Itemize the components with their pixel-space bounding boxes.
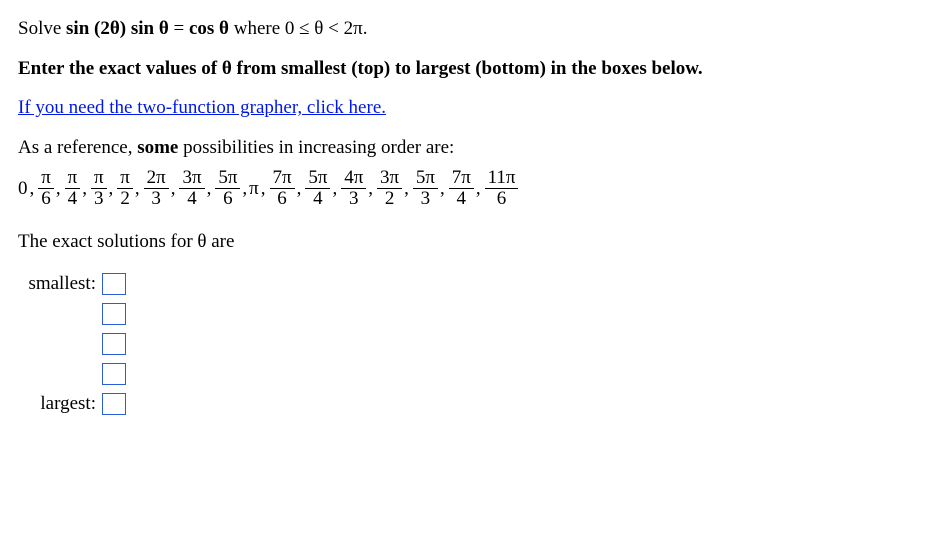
separator: , <box>82 164 89 213</box>
instruction-text: Enter the exact values of θ from smalles… <box>18 56 912 82</box>
fraction-denominator: 3 <box>91 189 107 209</box>
reference-item: π <box>249 164 261 213</box>
grapher-link-line: If you need the two-function grapher, cl… <box>18 95 912 121</box>
reference-list: 0, π6, π4, π3, π2, 2π3, 3π4, 5π6, π, 7π6… <box>18 163 912 213</box>
reference-fraction: 5π4 <box>303 168 332 209</box>
reference-fraction: 4π3 <box>339 168 368 209</box>
separator: , <box>297 164 304 213</box>
fraction-denominator: 3 <box>341 189 366 209</box>
fraction-denominator: 4 <box>305 189 330 209</box>
fraction-denominator: 6 <box>38 189 54 209</box>
answer-row: largest: <box>18 389 912 419</box>
fraction-numerator: 5π <box>413 168 438 189</box>
fraction-denominator: 3 <box>144 189 169 209</box>
fraction-numerator: 7π <box>270 168 295 189</box>
reference-intro: As a reference, some possibilities in in… <box>18 135 912 161</box>
fraction-numerator: 7π <box>449 168 474 189</box>
reference-fraction: π6 <box>36 168 56 209</box>
fraction-denominator: 6 <box>215 189 240 209</box>
equation-mid: = <box>169 18 189 39</box>
fraction-numerator: 5π <box>215 168 240 189</box>
separator: , <box>368 164 375 213</box>
reference-fraction: π4 <box>63 168 83 209</box>
answer-input-1[interactable] <box>102 273 126 295</box>
separator: , <box>261 164 268 213</box>
fraction-numerator: 5π <box>305 168 330 189</box>
fraction-numerator: 2π <box>144 168 169 189</box>
separator: , <box>332 164 339 213</box>
fraction-denominator: 2 <box>377 189 402 209</box>
reference-fraction: 5π6 <box>213 168 242 209</box>
reference-fraction: 7π4 <box>447 168 476 209</box>
fraction-denominator: 6 <box>270 189 295 209</box>
fraction-denominator: 4 <box>449 189 474 209</box>
separator: , <box>476 164 483 213</box>
separator: , <box>404 164 411 213</box>
fraction-denominator: 3 <box>413 189 438 209</box>
fraction-denominator: 4 <box>65 189 81 209</box>
reference-fraction: 7π6 <box>268 168 297 209</box>
answer-row <box>18 359 912 389</box>
fraction-numerator: 4π <box>341 168 366 189</box>
fraction-numerator: 11π <box>485 168 519 189</box>
reference-fraction: 3π2 <box>375 168 404 209</box>
reference-fraction: π3 <box>89 168 109 209</box>
reference-intro-post: possibilities in increasing order are: <box>178 137 454 158</box>
separator: , <box>207 164 214 213</box>
problem-prefix: Solve <box>18 18 66 39</box>
reference-fraction: 2π3 <box>142 168 171 209</box>
equation-rhs: cos θ <box>189 18 229 39</box>
reference-fraction: 3π4 <box>177 168 206 209</box>
separator: , <box>30 164 37 213</box>
answer-row <box>18 299 912 329</box>
equation-lhs: sin (2θ) sin θ <box>66 18 169 39</box>
answer-row <box>18 329 912 359</box>
problem-domain: where 0 ≤ θ < 2π. <box>229 18 368 39</box>
answer-section: smallest: largest: <box>18 269 912 419</box>
separator: , <box>135 164 142 213</box>
fraction-denominator: 6 <box>485 189 519 209</box>
grapher-link[interactable]: If you need the two-function grapher, cl… <box>18 97 386 118</box>
reference-fraction: π2 <box>115 168 135 209</box>
separator: , <box>109 164 116 213</box>
separator: , <box>56 164 63 213</box>
answer-input-2[interactable] <box>102 303 126 325</box>
reference-intro-pre: As a reference, <box>18 137 137 158</box>
answer-label-largest: largest: <box>18 393 102 415</box>
problem-statement: Solve sin (2θ) sin θ = cos θ where 0 ≤ θ… <box>18 16 912 42</box>
reference-fraction: 5π3 <box>411 168 440 209</box>
answer-input-5[interactable] <box>102 393 126 415</box>
reference-intro-bold: some <box>137 137 178 158</box>
answer-label-smallest: smallest: <box>18 273 102 295</box>
fraction-numerator: 3π <box>377 168 402 189</box>
answer-row: smallest: <box>18 269 912 299</box>
fraction-denominator: 2 <box>117 189 133 209</box>
separator: , <box>440 164 447 213</box>
separator: , <box>242 164 249 213</box>
solutions-prompt: The exact solutions for θ are <box>18 229 912 255</box>
reference-item: 0 <box>18 164 30 213</box>
fraction-numerator: π <box>117 168 133 189</box>
fraction-numerator: 3π <box>179 168 204 189</box>
fraction-denominator: 4 <box>179 189 204 209</box>
separator: , <box>171 164 178 213</box>
fraction-numerator: π <box>91 168 107 189</box>
fraction-numerator: π <box>38 168 54 189</box>
answer-input-3[interactable] <box>102 333 126 355</box>
reference-fraction: 11π6 <box>483 168 521 209</box>
fraction-numerator: π <box>65 168 81 189</box>
answer-input-4[interactable] <box>102 363 126 385</box>
